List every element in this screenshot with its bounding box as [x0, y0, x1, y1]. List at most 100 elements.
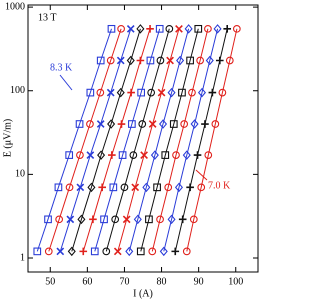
series-line [59, 28, 132, 252]
marker [109, 183, 118, 192]
marker [218, 88, 227, 97]
marker [145, 215, 153, 224]
marker [166, 56, 174, 65]
marker [122, 215, 131, 224]
marker [79, 247, 88, 256]
series-line [117, 28, 180, 252]
y-tick-label: 100 [10, 85, 25, 96]
marker [156, 215, 164, 224]
marker [148, 120, 157, 128]
marker [182, 150, 191, 160]
marker [213, 24, 222, 34]
marker [159, 119, 168, 129]
marker [197, 87, 207, 98]
marker [188, 88, 196, 97]
series-line [36, 28, 112, 252]
marker [176, 55, 185, 66]
marker [174, 182, 184, 193]
marker [65, 183, 74, 192]
temp-label: 7.0 K [208, 180, 231, 191]
series-line [71, 28, 141, 252]
marker [201, 120, 209, 128]
marker [107, 24, 116, 33]
marker [155, 24, 164, 33]
marker [77, 214, 86, 225]
marker [127, 88, 135, 97]
marker [161, 151, 170, 159]
marker [186, 183, 194, 192]
series-line [174, 28, 228, 252]
marker [108, 151, 116, 159]
marker [96, 56, 105, 65]
marker [126, 24, 135, 33]
marker [142, 182, 151, 193]
marker [117, 24, 125, 33]
marker [196, 56, 204, 65]
series-line [128, 28, 190, 252]
marker [33, 247, 42, 256]
x-tick-label: 90 [194, 276, 204, 287]
marker [182, 247, 191, 256]
marker [116, 56, 125, 65]
x-tick-label: 70 [119, 276, 129, 287]
marker [189, 215, 198, 224]
marker [128, 120, 136, 128]
marker [172, 151, 180, 159]
y-axis-label: E (μV/m) [2, 119, 13, 157]
marker [54, 183, 63, 192]
marker [76, 151, 84, 159]
marker [113, 247, 122, 256]
marker [87, 182, 96, 193]
field-label: 13 T [38, 12, 56, 23]
marker [107, 119, 116, 129]
marker [75, 120, 84, 128]
marker [89, 215, 97, 224]
marker [165, 24, 174, 33]
marker [96, 88, 105, 97]
marker [197, 183, 206, 192]
marker [225, 56, 234, 65]
marker [205, 55, 214, 66]
marker [120, 183, 129, 192]
marker [164, 183, 173, 192]
marker [178, 215, 187, 224]
marker [137, 88, 145, 97]
marker [117, 120, 126, 128]
marker [159, 246, 168, 257]
marker [156, 56, 165, 65]
marker [131, 183, 140, 192]
marker [111, 215, 120, 224]
temp-label: 8.3 K [50, 62, 73, 73]
marker [157, 88, 166, 97]
marker [186, 56, 194, 65]
series-line [140, 28, 199, 252]
marker [133, 214, 142, 225]
marker [125, 246, 134, 257]
marker [193, 151, 202, 159]
marker [97, 150, 106, 160]
x-axis-label: I (A) [133, 288, 153, 299]
marker [153, 183, 161, 192]
marker [215, 56, 224, 65]
x-tick-label: 80 [157, 276, 167, 287]
series-line [94, 28, 161, 252]
x-tick-label: 60 [82, 276, 92, 287]
marker [208, 88, 217, 97]
series-line [105, 28, 170, 252]
marker [204, 24, 212, 33]
marker [100, 215, 108, 224]
y-tick-label: 1000 [5, 1, 25, 12]
marker [184, 24, 193, 34]
marker [233, 24, 241, 33]
arrow [195, 169, 208, 181]
marker [169, 120, 178, 128]
marker [140, 151, 148, 159]
marker [67, 246, 76, 257]
marker [190, 119, 199, 129]
marker [86, 151, 95, 159]
marker [65, 151, 74, 159]
series-line [163, 28, 219, 252]
x-tick-label: 100 [228, 276, 243, 287]
marker [211, 120, 220, 128]
marker [178, 88, 186, 97]
